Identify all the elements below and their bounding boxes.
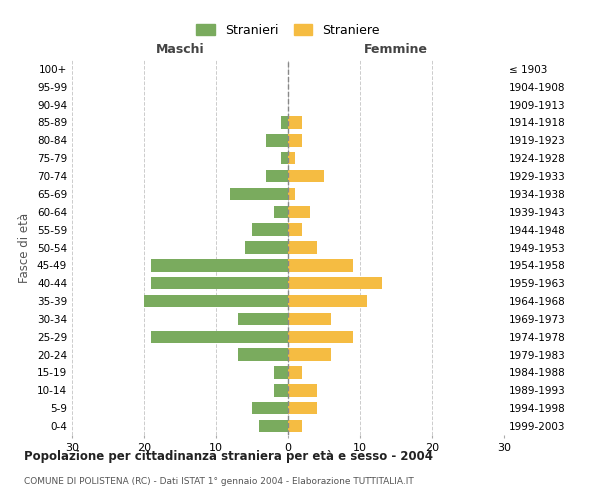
Bar [288,152,295,164]
Bar [288,384,317,396]
Bar [252,402,288,414]
Bar [281,152,288,164]
Bar [151,330,288,343]
Bar [288,366,302,379]
Bar [288,420,302,432]
Text: COMUNE DI POLISTENA (RC) - Dati ISTAT 1° gennaio 2004 - Elaborazione TUTTITALIA.: COMUNE DI POLISTENA (RC) - Dati ISTAT 1°… [24,478,414,486]
Bar [259,420,288,432]
Bar [238,348,288,361]
Bar [281,116,288,128]
Bar [288,312,331,325]
Bar [151,259,288,272]
Bar [288,170,324,182]
Bar [288,188,295,200]
Bar [245,242,288,254]
Text: Femmine: Femmine [364,44,428,57]
Bar [252,224,288,236]
Bar [266,170,288,182]
Text: Maschi: Maschi [155,44,205,57]
Bar [288,134,302,146]
Bar [274,384,288,396]
Text: Popolazione per cittadinanza straniera per età e sesso - 2004: Popolazione per cittadinanza straniera p… [24,450,433,463]
Bar [288,277,382,289]
Bar [274,366,288,379]
Bar [288,348,331,361]
Bar [288,242,317,254]
Bar [288,259,353,272]
Bar [288,402,317,414]
Bar [230,188,288,200]
Bar [288,206,310,218]
Bar [151,277,288,289]
Bar [288,330,353,343]
Bar [274,206,288,218]
Bar [288,295,367,308]
Bar [288,116,302,128]
Bar [288,224,302,236]
Bar [238,312,288,325]
Legend: Stranieri, Straniere: Stranieri, Straniere [190,18,386,43]
Bar [266,134,288,146]
Bar [144,295,288,308]
Y-axis label: Fasce di età: Fasce di età [19,212,31,282]
